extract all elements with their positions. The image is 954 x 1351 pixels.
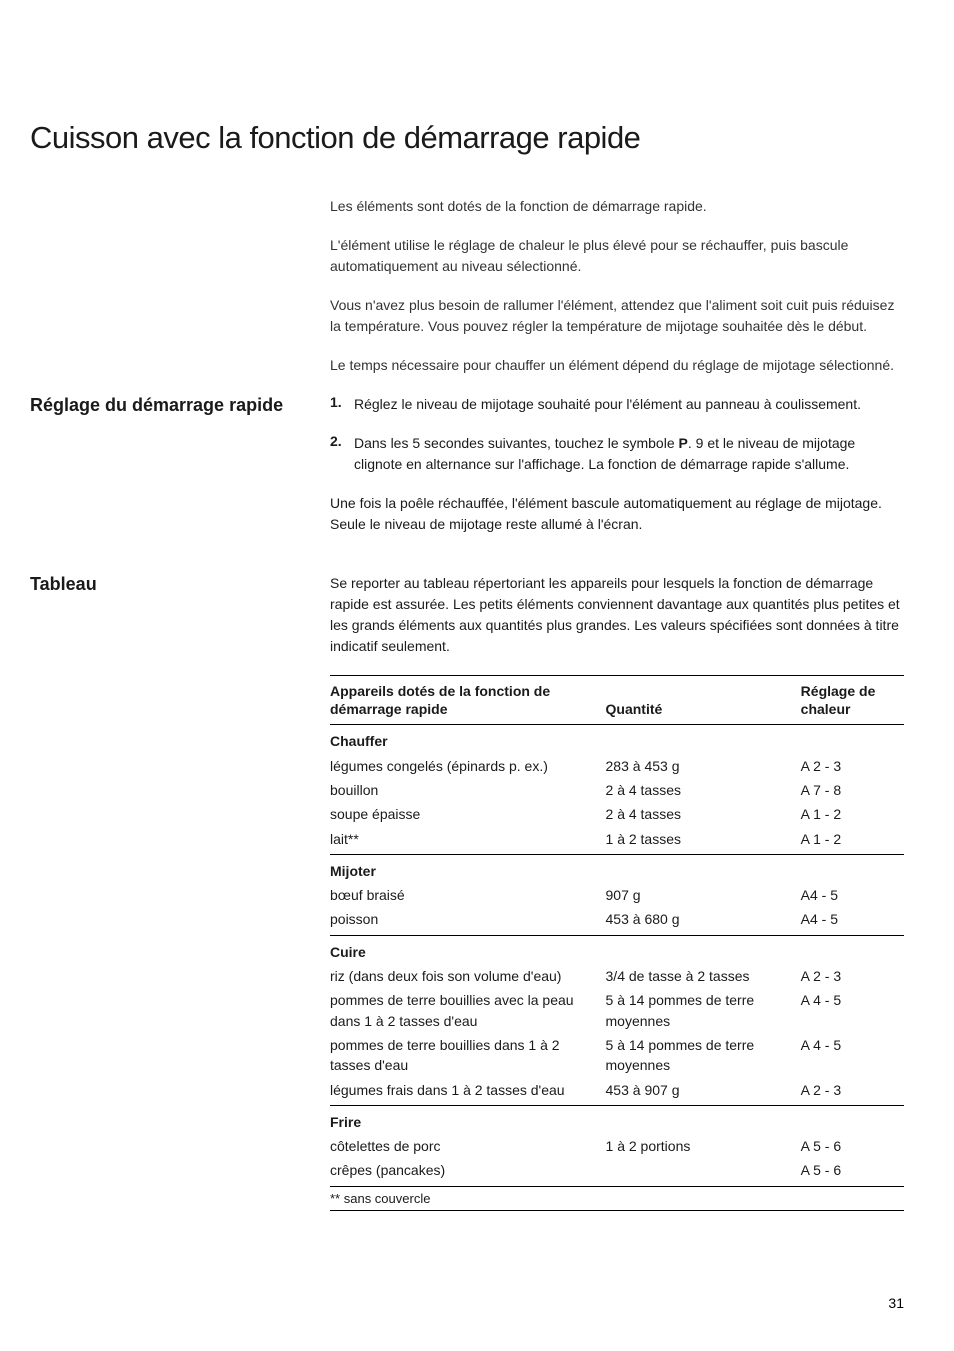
- table-cell-item: poisson: [330, 907, 606, 935]
- table-row: soupe épaisse2 à 4 tassesA 1 - 2: [330, 802, 904, 826]
- table-cell-qty: 907 g: [606, 883, 801, 907]
- step-text: Dans les 5 secondes suivantes, touchez l…: [354, 433, 904, 475]
- table-row: crêpes (pancakes) A 5 - 6: [330, 1158, 904, 1186]
- table-row: légumes frais dans 1 à 2 tasses d'eau453…: [330, 1078, 904, 1106]
- page-number: 31: [888, 1295, 904, 1311]
- table-footnote: ** sans couvercle: [330, 1186, 904, 1210]
- intro-block: Les éléments sont dotés de la fonction d…: [330, 196, 904, 376]
- step-bold-symbol: P: [679, 435, 688, 451]
- table-group-name: Cuire: [330, 935, 904, 964]
- table-header-heat: Réglage de chaleur: [801, 676, 904, 725]
- table-cell-heat: A 1 - 2: [801, 802, 904, 826]
- section-heading: Tableau: [30, 573, 330, 1211]
- table-cell-qty: 453 à 680 g: [606, 907, 801, 935]
- table-cell-qty: 1 à 2 portions: [606, 1134, 801, 1158]
- table-row: légumes congelés (épinards p. ex.)283 à …: [330, 754, 904, 778]
- table-row: bouillon2 à 4 tassesA 7 - 8: [330, 778, 904, 802]
- table-cell-item: pommes de terre bouillies dans 1 à 2 tas…: [330, 1033, 606, 1078]
- table-row: côtelettes de porc1 à 2 portionsA 5 - 6: [330, 1134, 904, 1158]
- table-cell-qty: [606, 1158, 801, 1186]
- table-cell-heat: A 5 - 6: [801, 1158, 904, 1186]
- table-cell-heat: A 2 - 3: [801, 754, 904, 778]
- section-quick-start-setting: Réglage du démarrage rapide 1. Réglez le…: [30, 394, 904, 553]
- table-cell-item: pommes de terre bouillies avec la peau d…: [330, 988, 606, 1033]
- step-item: 1. Réglez le niveau de mijotage souhaité…: [330, 394, 904, 415]
- intro-paragraph: Les éléments sont dotés de la fonction d…: [330, 196, 904, 217]
- section-heading: Réglage du démarrage rapide: [30, 394, 330, 553]
- table-cell-qty: 453 à 907 g: [606, 1078, 801, 1106]
- table-group-header: Cuire: [330, 935, 904, 964]
- table-group-name: Chauffer: [330, 725, 904, 754]
- table-cell-item: bœuf braisé: [330, 883, 606, 907]
- intro-paragraph: Le temps nécessaire pour chauffer un élé…: [330, 355, 904, 376]
- table-cell-item: lait**: [330, 827, 606, 855]
- table-cell-heat: A 1 - 2: [801, 827, 904, 855]
- step-text: Réglez le niveau de mijotage souhaité po…: [354, 394, 904, 415]
- table-cell-item: bouillon: [330, 778, 606, 802]
- table-cell-heat: A4 - 5: [801, 907, 904, 935]
- section-after-text: Une fois la poêle réchauffée, l'élément …: [330, 493, 904, 535]
- table-cell-item: riz (dans deux fois son volume d'eau): [330, 964, 606, 988]
- table-row: bœuf braisé907 gA4 - 5: [330, 883, 904, 907]
- table-cell-heat: A 4 - 5: [801, 1033, 904, 1078]
- table-row: pommes de terre bouillies avec la peau d…: [330, 988, 904, 1033]
- step-text-before: Dans les 5 secondes suivantes, touchez l…: [354, 435, 679, 451]
- table-group-name: Frire: [330, 1105, 904, 1134]
- table-cell-item: côtelettes de porc: [330, 1134, 606, 1158]
- table-header-item: Appareils dotés de la fonction de démarr…: [330, 676, 606, 725]
- table-cell-heat: A4 - 5: [801, 883, 904, 907]
- intro-paragraph: L'élément utilise le réglage de chaleur …: [330, 235, 904, 277]
- table-cell-heat: A 5 - 6: [801, 1134, 904, 1158]
- quick-start-table: Appareils dotés de la fonction de démarr…: [330, 675, 904, 1211]
- table-cell-heat: A 7 - 8: [801, 778, 904, 802]
- table-row: lait**1 à 2 tassesA 1 - 2: [330, 827, 904, 855]
- table-cell-qty: 1 à 2 tasses: [606, 827, 801, 855]
- table-group-header: Frire: [330, 1105, 904, 1134]
- table-row: poisson453 à 680 gA4 - 5: [330, 907, 904, 935]
- table-cell-qty: 5 à 14 pommes de terre moyennes: [606, 988, 801, 1033]
- table-cell-heat: A 2 - 3: [801, 964, 904, 988]
- table-cell-item: soupe épaisse: [330, 802, 606, 826]
- table-cell-item: légumes frais dans 1 à 2 tasses d'eau: [330, 1078, 606, 1106]
- table-cell-qty: 283 à 453 g: [606, 754, 801, 778]
- page-title: Cuisson avec la fonction de démarrage ra…: [30, 120, 904, 156]
- table-group-header: Chauffer: [330, 725, 904, 754]
- step-number: 2.: [330, 433, 354, 475]
- table-header-qty: Quantité: [606, 676, 801, 725]
- table-cell-item: légumes congelés (épinards p. ex.): [330, 754, 606, 778]
- table-row: pommes de terre bouillies dans 1 à 2 tas…: [330, 1033, 904, 1078]
- table-cell-item: crêpes (pancakes): [330, 1158, 606, 1186]
- step-item: 2. Dans les 5 secondes suivantes, touche…: [330, 433, 904, 475]
- step-number: 1.: [330, 394, 354, 415]
- table-row: riz (dans deux fois son volume d'eau)3/4…: [330, 964, 904, 988]
- table-cell-qty: 2 à 4 tasses: [606, 778, 801, 802]
- table-cell-heat: A 2 - 3: [801, 1078, 904, 1106]
- table-group-header: Mijoter: [330, 854, 904, 883]
- table-cell-heat: A 4 - 5: [801, 988, 904, 1033]
- section-table: Tableau Se reporter au tableau répertori…: [30, 573, 904, 1211]
- table-cell-qty: 3/4 de tasse à 2 tasses: [606, 964, 801, 988]
- intro-paragraph: Vous n'avez plus besoin de rallumer l'él…: [330, 295, 904, 337]
- table-group-name: Mijoter: [330, 854, 904, 883]
- table-intro: Se reporter au tableau répertoriant les …: [330, 573, 904, 657]
- table-cell-qty: 5 à 14 pommes de terre moyennes: [606, 1033, 801, 1078]
- table-cell-qty: 2 à 4 tasses: [606, 802, 801, 826]
